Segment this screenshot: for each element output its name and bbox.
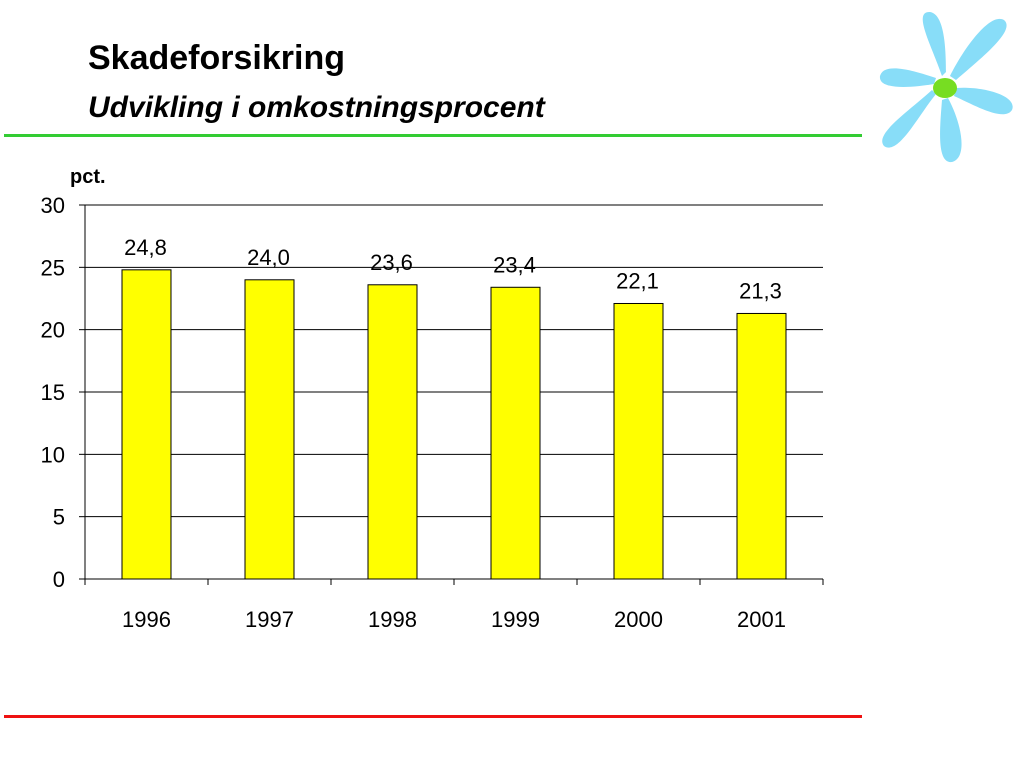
x-tick-label: 2001: [737, 607, 786, 632]
y-axis-ticks: 0 5 10 15 20 25 30: [41, 193, 86, 592]
y-tick-label: 5: [53, 505, 65, 530]
x-tick-label: 1997: [245, 607, 294, 632]
y-tick-label: 10: [41, 442, 65, 467]
bars: 24,8 24,0 23,6 23,4 22,1 21,3: [121, 235, 787, 580]
bar: [244, 279, 295, 580]
bar: [736, 312, 787, 580]
y-tick-label: 0: [53, 567, 65, 592]
x-tick-label: 1996: [122, 607, 171, 632]
x-axis-ticks: 1996 1997 1998 1999 2000 2001: [84, 578, 824, 632]
gridlines: [85, 204, 823, 580]
bar: [613, 302, 664, 580]
bar: [490, 286, 541, 580]
x-tick-label: 1999: [491, 607, 540, 632]
bar: [367, 284, 418, 580]
slide-title: Skadeforsikring: [88, 39, 345, 77]
y-tick-label: 20: [41, 318, 65, 343]
data-label: 21,3: [739, 278, 782, 303]
data-label: 23,4: [493, 252, 536, 277]
flower-icon: [879, 11, 1013, 163]
x-tick-label: 1998: [368, 607, 417, 632]
y-tick-label: 30: [41, 193, 65, 218]
slide-subtitle: Udvikling i omkostningsprocent: [88, 91, 545, 124]
data-label: 23,6: [370, 250, 413, 275]
data-label: 24,0: [247, 245, 290, 270]
top-divider: [4, 134, 862, 137]
bottom-divider: [4, 715, 862, 718]
y-tick-label: 15: [41, 380, 65, 405]
data-label: 24,8: [124, 235, 167, 260]
data-label: 22,1: [616, 268, 659, 293]
y-tick-label: 25: [41, 255, 65, 280]
y-axis-label: pct.: [70, 166, 106, 188]
bar: [121, 269, 172, 580]
x-tick-label: 2000: [614, 607, 663, 632]
